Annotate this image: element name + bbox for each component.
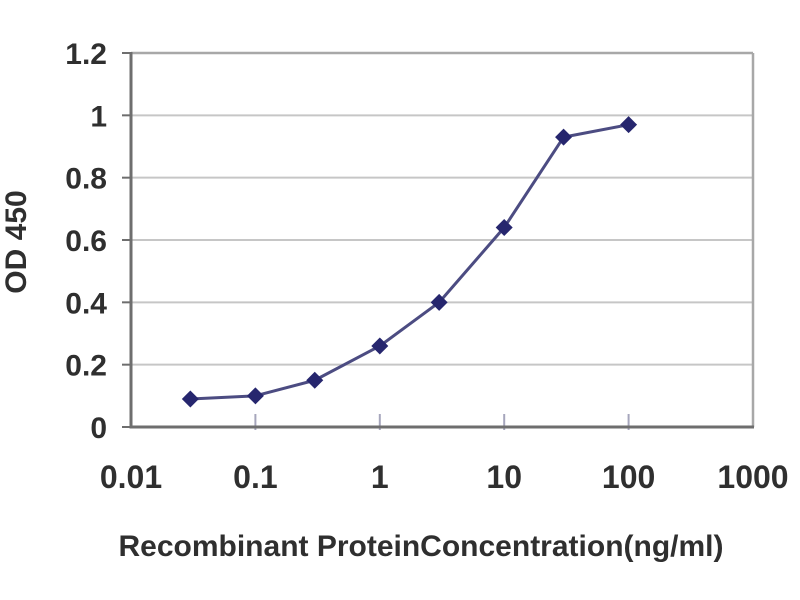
y-tick-label: 0 [90,412,107,445]
series-line [188,123,631,401]
y-tick-label: 1.2 [65,38,107,71]
x-tick-label: 0.1 [233,459,277,495]
x-tick-label: 100 [602,459,655,495]
data-point-marker [246,387,264,405]
data-point-marker [371,337,389,355]
x-axis-title: Recombinant ProteinConcentration(ng/ml) [118,530,723,563]
y-tick-label: 0.8 [65,163,107,196]
data-point-marker [555,128,573,146]
data-point-marker [306,371,324,389]
x-tick-label: 10 [486,459,522,495]
y-tick-label: 1 [90,100,107,133]
data-point-marker [430,293,448,311]
y-axis-title: OD 450 [0,190,33,293]
x-tick-label: 0.01 [100,459,162,495]
y-tick-label: 0.2 [65,350,107,383]
x-tick-label: 1 [371,459,389,495]
data-point-marker [181,390,199,408]
y-tick-label: 0.4 [65,287,107,320]
x-tick-label: 1000 [717,459,788,495]
y-tick-label: 0.6 [65,225,107,258]
data-point-marker [495,219,513,237]
data-point-marker [620,116,638,134]
